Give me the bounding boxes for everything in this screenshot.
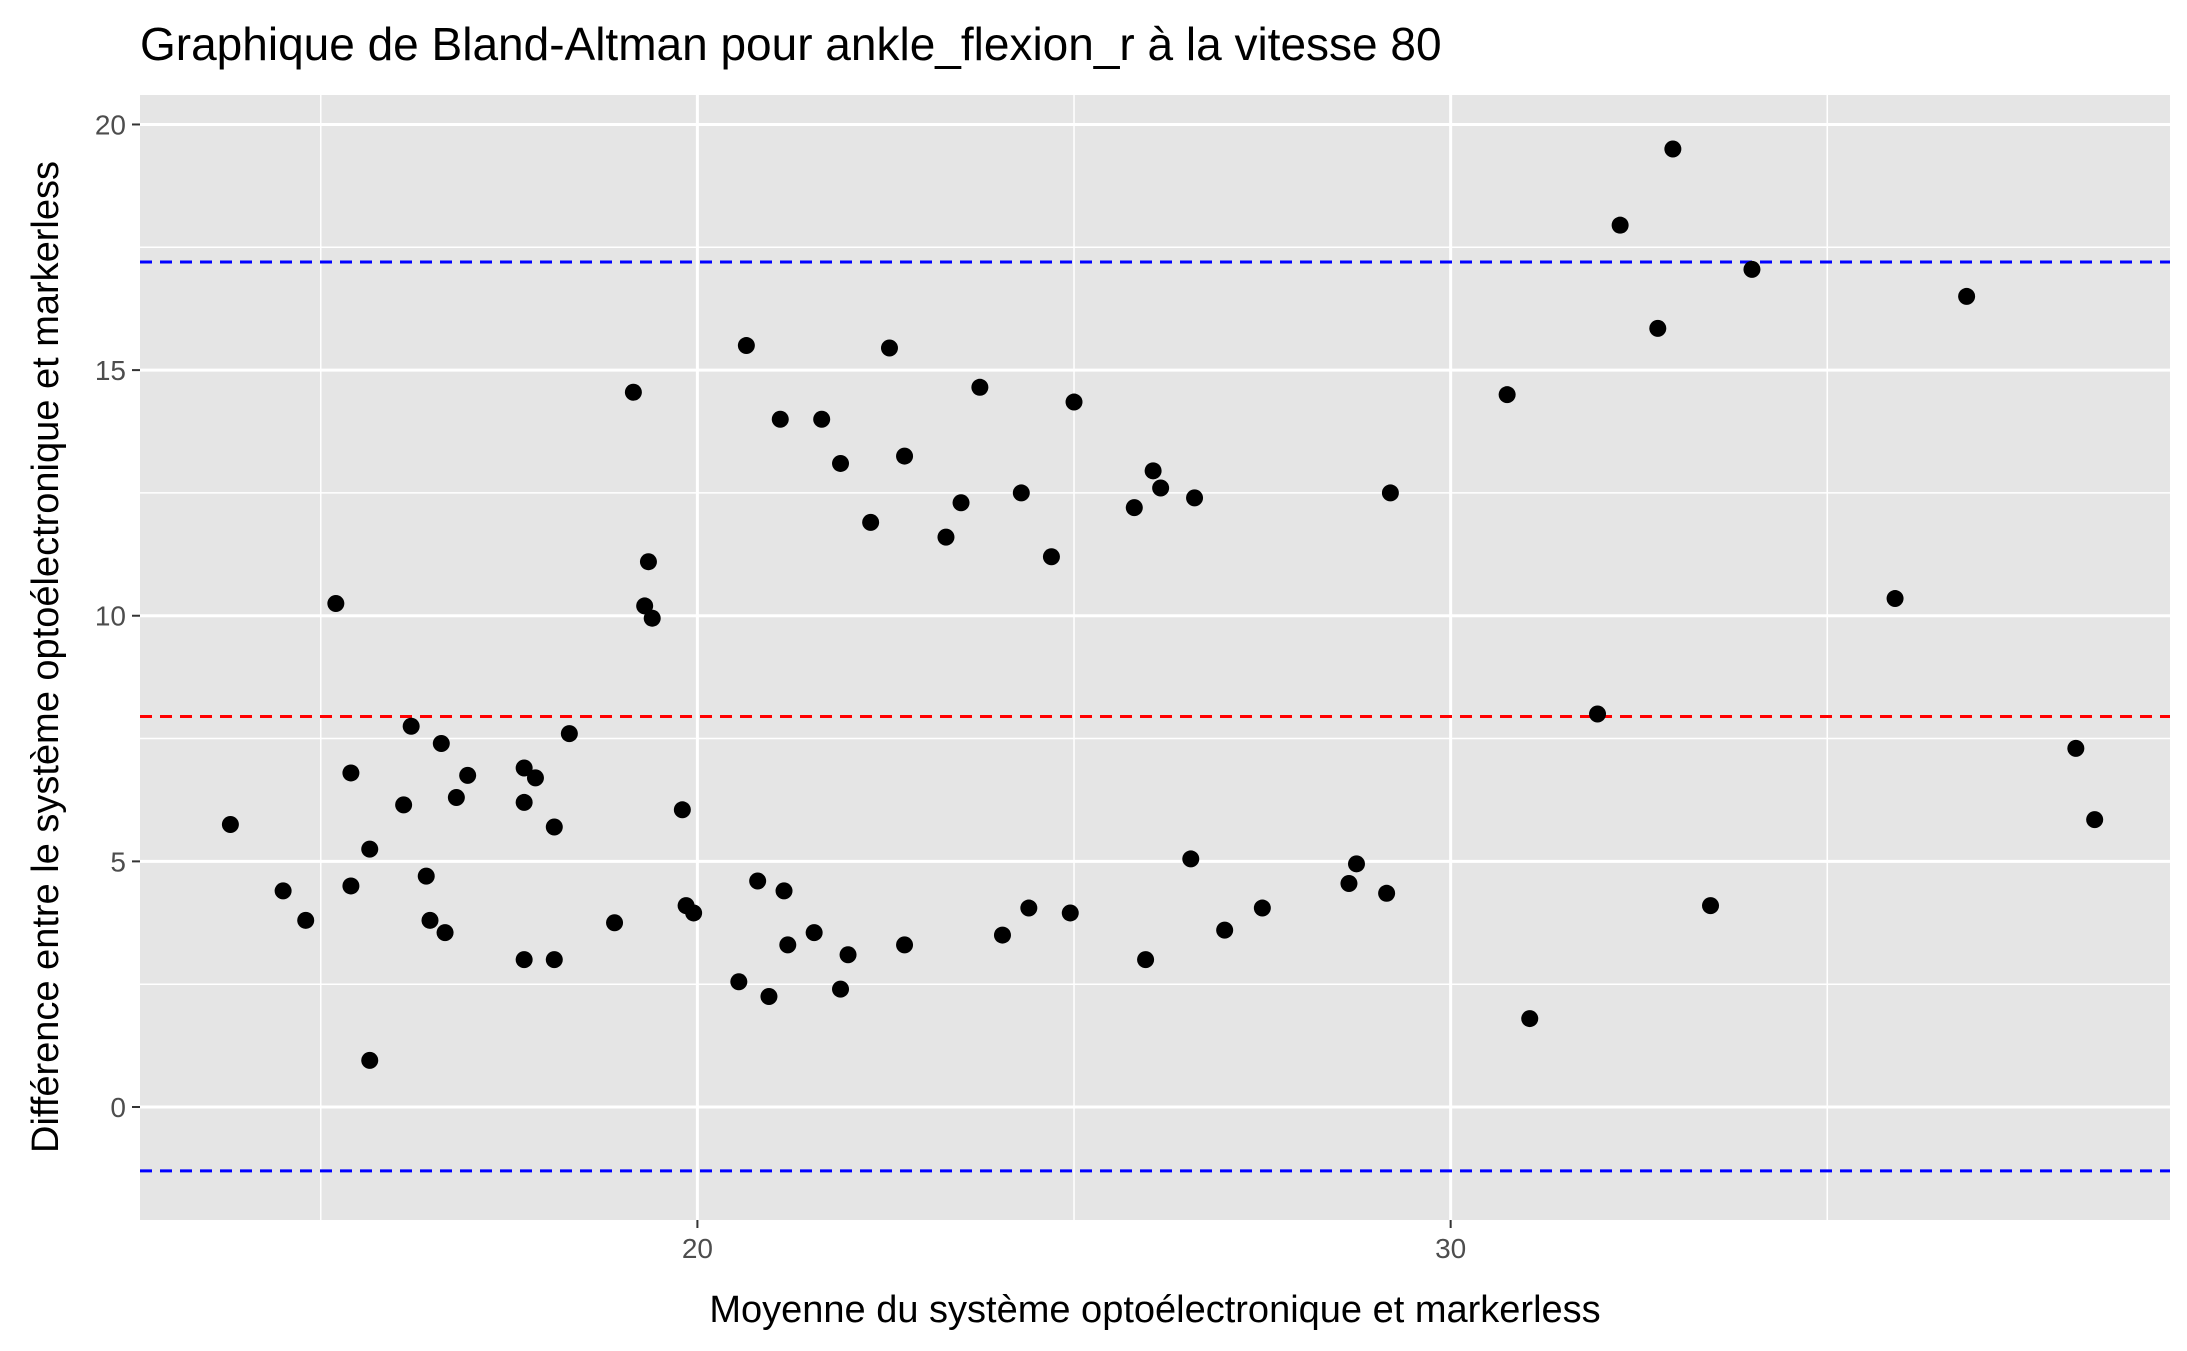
data-point [937,528,955,546]
data-point [643,609,661,627]
data-point [805,924,823,942]
data-point [1253,899,1271,917]
data-point [993,926,1011,944]
y-tick-label: 5 [110,846,126,877]
data-point [560,725,578,743]
data-point [896,447,914,465]
chart-title: Graphique de Bland-Altman pour ankle_fle… [140,18,1442,70]
y-tick-label: 20 [95,109,126,140]
data-point [2067,739,2085,757]
y-axis-label: Différence entre le système optoélectron… [25,161,67,1153]
data-point [1137,951,1155,969]
data-point [1012,484,1030,502]
data-point [779,936,797,954]
data-point [1589,705,1607,723]
data-point [896,936,914,954]
data-point [1125,499,1143,517]
data-point [1020,899,1038,917]
data-point [952,494,970,512]
data-point [775,882,793,900]
data-point [1664,140,1682,158]
data-point [421,911,439,929]
data-point [515,951,533,969]
data-point [297,911,315,929]
data-points [221,140,2104,1069]
data-point [1347,855,1365,873]
y-tick-label: 15 [95,355,126,386]
data-point [749,872,767,890]
data-point [515,759,533,777]
x-tick-label: 30 [1435,1233,1466,1264]
x-axis-ticks: 20 30 [682,1220,1466,1264]
data-point [1743,260,1761,278]
data-point [526,769,544,787]
data-point [1378,884,1396,902]
y-tick-label: 0 [110,1092,126,1123]
data-point [737,337,755,355]
data-point [221,816,239,834]
data-point [832,980,850,998]
data-point [274,882,292,900]
data-point [1065,393,1083,411]
plot-panel [140,95,2170,1220]
data-point [417,867,435,885]
data-point [673,801,691,819]
data-point [639,553,657,571]
x-axis-label: Moyenne du système optoélectronique et m… [709,1289,1600,1331]
data-point [832,454,850,472]
data-point [402,717,420,735]
data-point [839,946,857,964]
data-point [432,734,450,752]
data-point [395,796,413,814]
data-point [342,764,360,782]
data-point [813,410,831,428]
data-point [760,987,778,1005]
data-point [1886,590,1904,608]
y-axis-ticks: 0 5 10 15 20 [95,109,140,1123]
data-point [624,383,642,401]
data-point [1381,484,1399,502]
data-point [1702,897,1720,915]
data-point [1144,462,1162,480]
x-tick-label: 20 [682,1233,713,1264]
data-point [515,793,533,811]
data-point [545,951,563,969]
data-point [1958,287,1976,305]
data-point [1498,386,1516,404]
data-point [771,410,789,428]
data-point [1186,489,1204,507]
data-point [436,924,454,942]
data-point [1649,319,1667,337]
data-point [685,904,703,922]
data-point [1152,479,1170,497]
data-point [327,594,345,612]
data-point [1611,216,1629,234]
data-point [459,766,477,784]
data-point [2086,811,2104,829]
data-point [1521,1010,1539,1028]
data-point [606,914,624,932]
data-point [971,378,989,396]
data-point [1182,850,1200,868]
data-point [636,597,654,615]
data-point [361,1051,379,1069]
data-point [1061,904,1079,922]
data-point [545,818,563,836]
data-point [361,840,379,858]
data-point [862,513,880,531]
data-point [1042,548,1060,566]
data-point [447,789,465,807]
major-gridlines [140,95,2170,1220]
data-point [880,339,898,357]
data-point [342,877,360,895]
reference-lines [140,260,2170,1173]
data-point [1340,874,1358,892]
data-point [730,973,748,991]
data-point [1216,921,1234,939]
y-tick-label: 10 [95,601,126,632]
